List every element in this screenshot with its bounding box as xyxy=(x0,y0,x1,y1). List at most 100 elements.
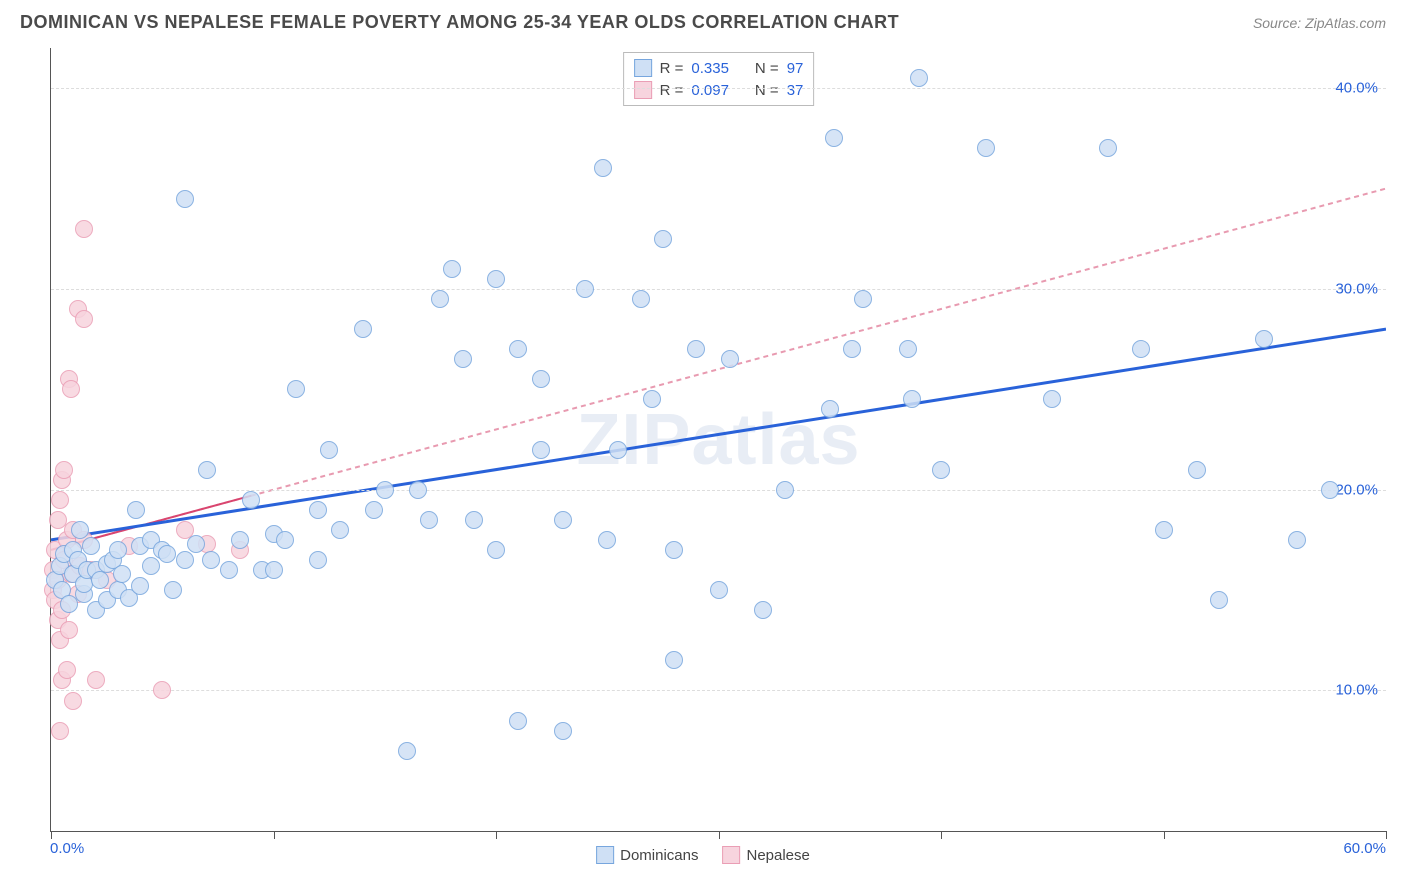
source-prefix: Source: xyxy=(1253,15,1305,31)
stats-row-dominicans: R = 0.335 N = 97 xyxy=(634,57,804,79)
nepalese-marker xyxy=(51,722,69,740)
nepalese-marker xyxy=(87,671,105,689)
dominicans-marker xyxy=(665,541,683,559)
chart-title: DOMINICAN VS NEPALESE FEMALE POVERTY AMO… xyxy=(20,12,899,33)
gridline-horizontal xyxy=(51,289,1386,290)
dominicans-marker xyxy=(420,511,438,529)
nepalese-marker xyxy=(58,661,76,679)
dominicans-marker xyxy=(242,491,260,509)
dominicans-marker xyxy=(309,501,327,519)
dominicans-marker xyxy=(721,350,739,368)
dominicans-marker xyxy=(365,501,383,519)
dominicans-marker xyxy=(376,481,394,499)
watermark-text: ZIPatlas xyxy=(576,399,860,481)
dominicans-marker xyxy=(509,712,527,730)
dominicans-marker xyxy=(487,541,505,559)
dominicans-marker xyxy=(202,551,220,569)
dominicans-marker xyxy=(609,441,627,459)
dominicans-marker xyxy=(932,461,950,479)
r-label: R = xyxy=(660,60,684,77)
dominicans-marker xyxy=(142,557,160,575)
x-tick-label: 0.0% xyxy=(50,840,84,857)
dominicans-marker xyxy=(220,561,238,579)
dominicans-marker xyxy=(754,601,772,619)
dominicans-marker xyxy=(1099,139,1117,157)
stats-row-nepalese: R = 0.097 N = 37 xyxy=(634,79,804,101)
dominicans-marker xyxy=(594,159,612,177)
dominicans-swatch xyxy=(634,59,652,77)
dominicans-marker xyxy=(131,577,149,595)
dominicans-marker xyxy=(843,340,861,358)
dominicans-marker xyxy=(164,581,182,599)
y-tick-label: 10.0% xyxy=(1335,682,1378,699)
dominicans-marker xyxy=(409,481,427,499)
dominicans-marker xyxy=(158,545,176,563)
dominicans-marker xyxy=(1255,330,1273,348)
nepalese-legend-label: Nepalese xyxy=(746,847,809,864)
n-label: N = xyxy=(755,82,779,99)
gridline-horizontal xyxy=(51,88,1386,89)
dominicans-marker xyxy=(331,521,349,539)
dominicans-marker xyxy=(776,481,794,499)
dominicans-marker xyxy=(176,551,194,569)
dominicans-marker xyxy=(431,290,449,308)
dominicans-marker xyxy=(899,340,917,358)
dominicans-marker xyxy=(309,551,327,569)
dominicans-marker xyxy=(187,535,205,553)
n-label: N = xyxy=(755,60,779,77)
nepalese-marker xyxy=(60,621,78,639)
legend-item-dominicans: Dominicans xyxy=(596,846,698,864)
dominicans-r-value: 0.335 xyxy=(691,60,729,77)
y-tick-label: 40.0% xyxy=(1335,80,1378,97)
dominicans-marker xyxy=(854,290,872,308)
nepalese-marker xyxy=(75,310,93,328)
dominicans-marker xyxy=(825,129,843,147)
dominicans-marker xyxy=(1155,521,1173,539)
dominicans-marker xyxy=(91,571,109,589)
dominicans-marker xyxy=(554,511,572,529)
legend-item-nepalese: Nepalese xyxy=(722,846,809,864)
x-tick-mark xyxy=(719,831,720,839)
dominicans-marker xyxy=(231,531,249,549)
dominicans-marker xyxy=(903,390,921,408)
source-attribution: Source: ZipAtlas.com xyxy=(1253,15,1386,31)
dominicans-marker xyxy=(176,190,194,208)
dominicans-marker xyxy=(276,531,294,549)
dominicans-marker xyxy=(320,441,338,459)
x-tick-mark xyxy=(51,831,52,839)
dominicans-marker xyxy=(632,290,650,308)
dominicans-marker xyxy=(443,260,461,278)
nepalese-r-value: 0.097 xyxy=(691,82,729,99)
dominicans-marker xyxy=(1210,591,1228,609)
dominicans-marker xyxy=(113,565,131,583)
dominicans-marker xyxy=(198,461,216,479)
chart-header: DOMINICAN VS NEPALESE FEMALE POVERTY AMO… xyxy=(0,0,1406,41)
dominicans-marker xyxy=(487,270,505,288)
correlation-stats-box: R = 0.335 N = 97 R = 0.097 N = 37 xyxy=(623,52,815,106)
dominicans-marker xyxy=(60,595,78,613)
dominicans-marker xyxy=(127,501,145,519)
dominicans-legend-label: Dominicans xyxy=(620,847,698,864)
x-tick-mark xyxy=(496,831,497,839)
dominicans-marker xyxy=(454,350,472,368)
dominicans-marker xyxy=(82,537,100,555)
source-name: ZipAtlas.com xyxy=(1305,15,1386,31)
x-tick-mark xyxy=(274,831,275,839)
dominicans-marker xyxy=(509,340,527,358)
nepalese-marker xyxy=(51,491,69,509)
dominicans-marker xyxy=(265,561,283,579)
r-label: R = xyxy=(660,82,684,99)
dominicans-marker xyxy=(1188,461,1206,479)
dominicans-marker xyxy=(821,400,839,418)
dominicans-marker xyxy=(1321,481,1339,499)
dominicans-marker xyxy=(109,541,127,559)
x-tick-mark xyxy=(941,831,942,839)
dominicans-marker xyxy=(1288,531,1306,549)
gridline-horizontal xyxy=(51,690,1386,691)
dominicans-marker xyxy=(398,742,416,760)
series-legend: Dominicans Nepalese xyxy=(596,846,810,864)
x-tick-mark xyxy=(1164,831,1165,839)
dominicans-marker xyxy=(710,581,728,599)
x-tick-label: 60.0% xyxy=(1343,840,1386,857)
dominicans-marker xyxy=(665,651,683,669)
